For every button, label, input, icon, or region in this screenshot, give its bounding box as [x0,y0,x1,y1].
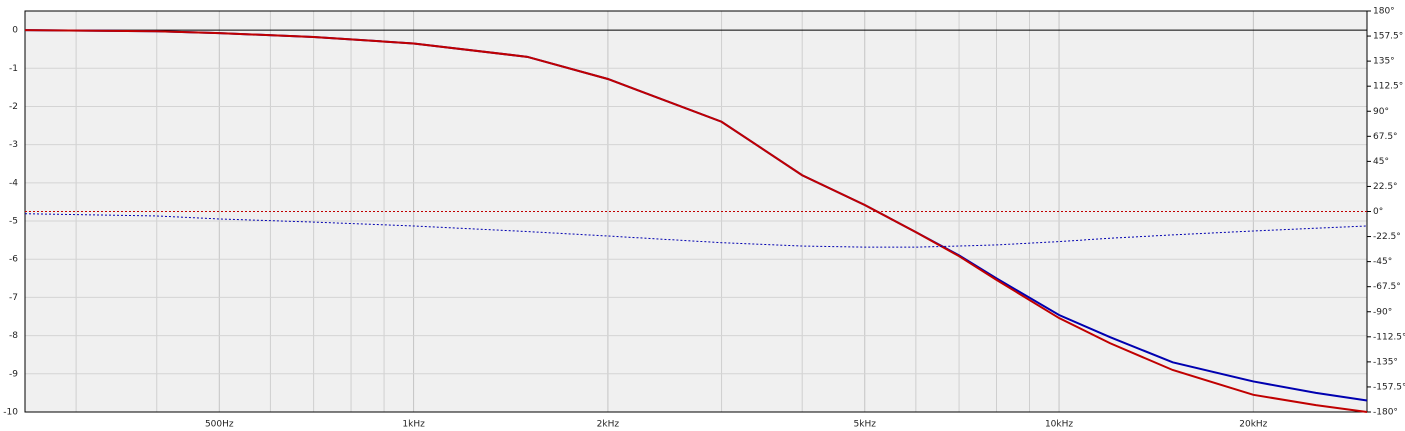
x-tick-label: 500Hz [205,420,234,430]
y2-tick-label: -180° [1373,408,1398,418]
y2-tick-label: -112.5° [1373,332,1405,342]
y2-tick-label: 90° [1373,107,1389,117]
x-tick-label: 1kHz [402,420,425,430]
series-line [24,213,1368,248]
y-tick-label: -1 [9,64,18,74]
y-tick-label: -7 [9,293,18,303]
y-tick-label: -3 [9,140,18,150]
y2-tick-label: 157.5° [1373,32,1403,42]
y2-tick-label: 22.5° [1373,182,1398,192]
y2-tick-label: -22.5° [1373,232,1401,242]
plot-background [25,11,1367,412]
y2-tick-label: -157.5° [1373,382,1405,392]
y2-tick-label: 0° [1373,207,1383,217]
x-tick-label: 10kHz [1045,420,1073,430]
y-tick-label: -6 [9,255,18,265]
y-tick-label: -4 [9,178,18,188]
series-line [24,29,1368,413]
y2-tick-label: -90° [1373,307,1392,317]
y2-tick-label: 135° [1373,57,1395,67]
x-tick-label: 2kHz [597,420,620,430]
y-tick-label: -10 [3,408,18,418]
y-tick-label: -5 [9,217,18,227]
y-tick-label: 0 [12,26,18,36]
y-tick-label: -2 [9,102,18,112]
y-tick-label: -8 [9,331,18,341]
y2-tick-label: 112.5° [1373,82,1403,92]
y2-tick-label: 45° [1373,157,1389,167]
y2-tick-label: 180° [1373,7,1395,17]
y2-tick-label: -135° [1373,357,1398,367]
y2-tick-label: 67.5° [1373,132,1398,142]
y2-tick-label: -67.5° [1373,282,1401,292]
y2-tick-label: -45° [1373,257,1392,267]
x-tick-label: 20kHz [1239,420,1267,430]
x-tick-label: 5kHz [854,420,877,430]
y-tick-label: -9 [9,369,18,379]
